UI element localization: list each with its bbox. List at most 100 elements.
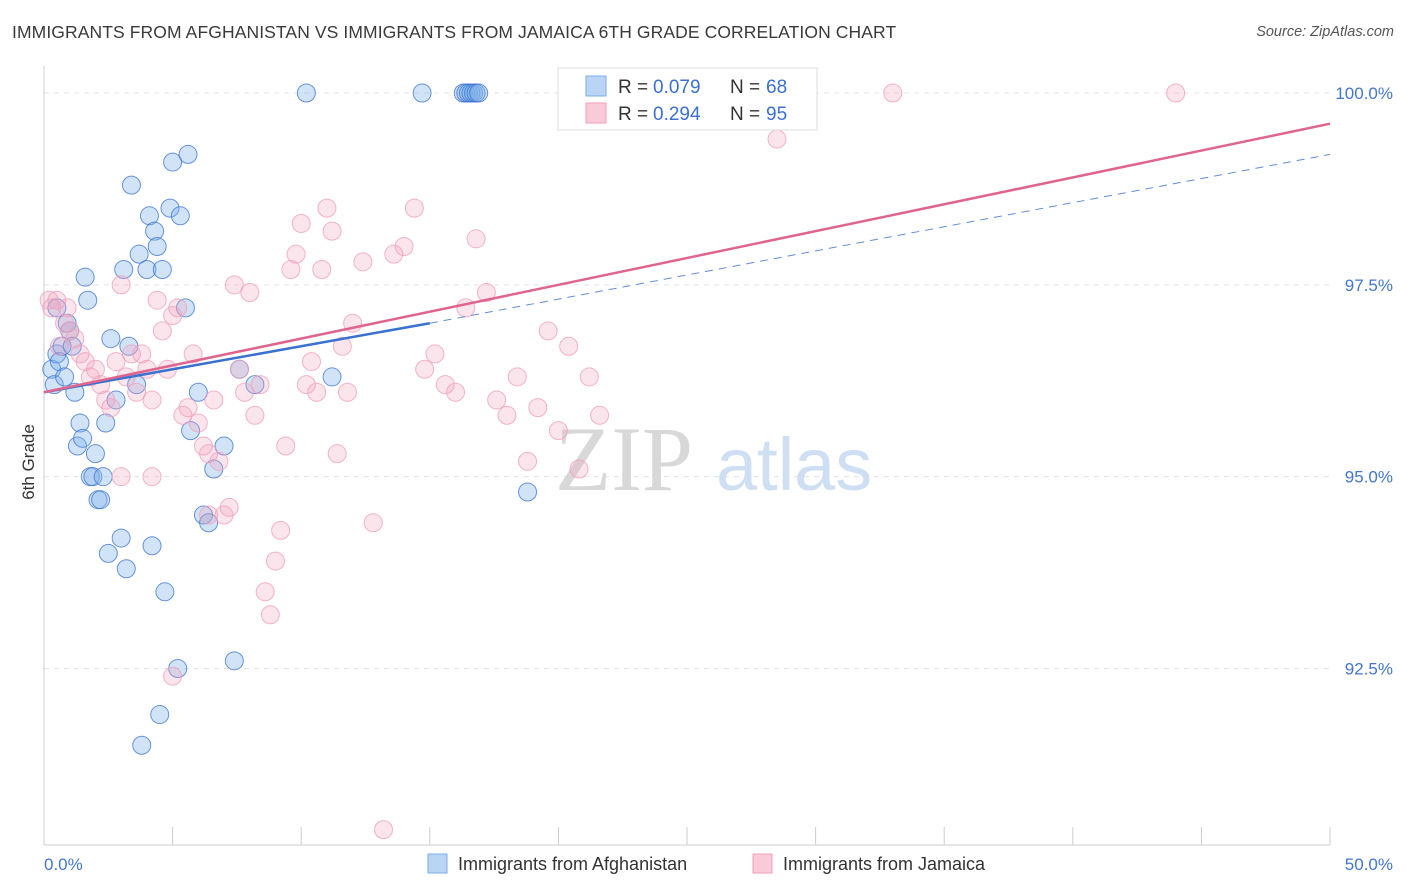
scatter-point-afghanistan <box>412 83 432 103</box>
scatter-point-afghanistan <box>121 175 141 195</box>
x-tick-label: 50.0% <box>1345 855 1393 874</box>
scatter-point-afghanistan <box>47 298 67 318</box>
scatter-point-jamaica <box>322 221 342 241</box>
scatter-point-afghanistan <box>170 206 190 226</box>
scatter-point-jamaica <box>47 290 67 310</box>
scatter-point-jamaica <box>132 344 152 364</box>
scatter-point-jamaica <box>353 252 373 272</box>
scatter-point-afghanistan <box>296 83 316 103</box>
scatter-point-jamaica <box>446 382 466 402</box>
scatter-point-jamaica <box>142 467 162 487</box>
scatter-point-jamaica <box>883 83 903 103</box>
scatter-point-afghanistan <box>55 367 75 387</box>
scatter-point-afghanistan <box>93 467 113 487</box>
y-axis-label: 6th Grade <box>19 424 38 500</box>
scatter-point-afghanistan <box>214 436 234 456</box>
scatter-point-jamaica <box>106 352 126 372</box>
scatter-point-jamaica <box>291 213 311 233</box>
scatter-point-jamaica <box>497 405 517 425</box>
legend-n-label-jamaica: N = <box>730 104 760 125</box>
scatter-point-jamaica <box>250 375 270 395</box>
scatter-point-afghanistan <box>152 260 172 280</box>
scatter-point-jamaica <box>317 198 337 218</box>
scatter-point-jamaica <box>49 336 69 356</box>
y-tick-label: 97.5% <box>1345 276 1393 295</box>
chart-source: Source: ZipAtlas.com <box>1256 24 1394 40</box>
scatter-point-afghanistan <box>114 260 134 280</box>
scatter-point-afghanistan <box>49 352 69 372</box>
scatter-point-jamaica <box>219 497 239 517</box>
scatter-point-afghanistan <box>469 83 489 103</box>
scatter-point-afghanistan <box>70 413 90 433</box>
legend-r-label-jamaica: R = <box>618 104 648 125</box>
scatter-point-jamaica <box>569 459 589 479</box>
legend-r-value-jamaica: 0.294 <box>653 104 701 125</box>
scatter-point-jamaica <box>152 321 172 341</box>
scatter-point-afghanistan <box>139 206 159 226</box>
scatter-point-jamaica <box>204 390 224 410</box>
scatter-point-jamaica <box>1166 83 1186 103</box>
y-tick-label: 95.0% <box>1345 468 1393 487</box>
scatter-point-jamaica <box>363 513 383 533</box>
axes <box>43 66 1331 846</box>
scatter-point-jamaica <box>178 398 198 418</box>
bottom-legend-label-jamaica: Immigrants from Jamaica <box>783 854 986 874</box>
scatter-point-jamaica <box>507 367 527 387</box>
scatter-point-afghanistan <box>142 536 162 556</box>
scatter-point-jamaica <box>240 283 260 303</box>
scatter-point-jamaica <box>301 352 321 372</box>
legend-n-value-afghanistan: 68 <box>766 77 787 98</box>
scatter-point-jamaica <box>327 444 347 464</box>
scatter-point-afghanistan <box>145 221 165 241</box>
scatter-point-jamaica <box>75 352 95 372</box>
scatter-point-jamaica <box>374 820 394 840</box>
scatter-point-afghanistan <box>224 651 244 671</box>
watermark-atlas: atlas <box>716 423 872 506</box>
chart-title: IMMIGRANTS FROM AFGHANISTAN VS IMMIGRANT… <box>12 22 897 42</box>
scatter-point-jamaica <box>209 451 229 471</box>
scatter-point-jamaica <box>121 344 141 364</box>
scatter-point-jamaica <box>271 520 291 540</box>
scatter-point-jamaica <box>548 421 568 441</box>
scatter-point-afghanistan <box>83 467 103 487</box>
scatter-point-jamaica <box>476 283 496 303</box>
scatter-point-jamaica <box>183 344 203 364</box>
scatter-point-afghanistan <box>147 236 167 256</box>
trend-line-jamaica <box>43 122 1331 394</box>
scatter-point-jamaica <box>456 298 476 318</box>
bottom-legend-swatch-afghanistan <box>427 853 448 874</box>
scatter-points <box>39 83 1186 840</box>
scatter-point-afghanistan <box>116 559 136 579</box>
scatter-point-afghanistan <box>78 290 98 310</box>
scatter-point-afghanistan <box>132 735 152 755</box>
scatter-point-afghanistan <box>150 705 170 725</box>
scatter-point-jamaica <box>57 298 77 318</box>
scatter-point-jamaica <box>590 405 610 425</box>
scatter-point-jamaica <box>39 290 59 310</box>
bottom-legend-label-afghanistan: Immigrants from Afghanistan <box>458 854 687 874</box>
trend-lines <box>43 122 1331 394</box>
scatter-point-afghanistan <box>111 528 131 548</box>
scatter-point-jamaica <box>265 551 285 571</box>
trend-line-afghanistan <box>43 321 431 394</box>
scatter-point-jamaica <box>168 298 188 318</box>
scatter-point-afghanistan <box>160 198 180 218</box>
scatter-point-jamaica <box>224 275 244 295</box>
trend-line-afghanistan-extension <box>429 153 1331 324</box>
scatter-point-jamaica <box>147 290 167 310</box>
scatter-point-jamaica <box>384 244 404 264</box>
bottom-legend-swatch-jamaica <box>752 853 773 874</box>
scatter-point-jamaica <box>65 329 85 349</box>
legend-r-label-afghanistan: R = <box>618 77 648 98</box>
scatter-point-afghanistan <box>181 421 201 441</box>
scatter-point-jamaica <box>286 244 306 264</box>
scatter-point-jamaica <box>332 336 352 356</box>
legend-n-label-afghanistan: N = <box>730 77 760 98</box>
scatter-point-afghanistan <box>245 375 265 395</box>
scatter-point-afghanistan <box>518 482 538 502</box>
legend-swatch-afghanistan <box>585 75 607 97</box>
scatter-point-jamaica <box>199 444 219 464</box>
scatter-point-afghanistan <box>163 152 183 172</box>
scatter-point-jamaica <box>307 382 327 402</box>
